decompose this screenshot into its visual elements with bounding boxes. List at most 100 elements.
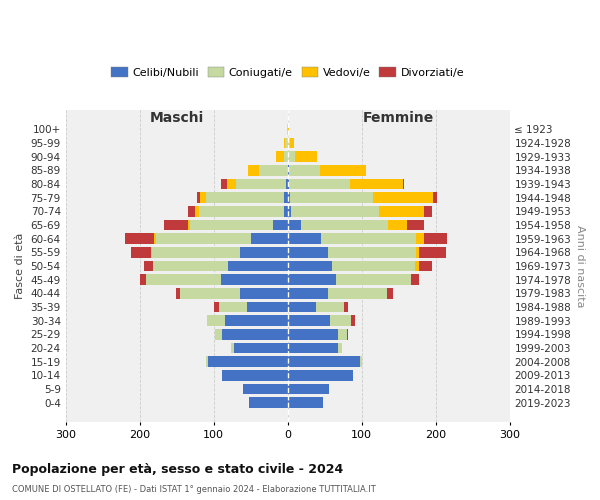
Bar bbox=[416, 247, 419, 258]
Bar bbox=[181, 288, 239, 299]
Bar bbox=[247, 302, 287, 312]
Bar bbox=[239, 247, 287, 258]
Bar bbox=[219, 302, 247, 312]
Bar bbox=[284, 192, 287, 203]
Bar bbox=[290, 192, 373, 203]
Bar bbox=[287, 343, 338, 353]
Bar bbox=[338, 329, 347, 340]
Bar bbox=[277, 152, 284, 162]
Bar bbox=[332, 261, 415, 272]
Bar bbox=[154, 234, 156, 244]
Bar bbox=[235, 343, 287, 353]
Bar bbox=[388, 288, 394, 299]
Bar bbox=[287, 138, 290, 148]
Bar bbox=[140, 274, 146, 285]
Bar bbox=[156, 234, 251, 244]
Bar bbox=[407, 220, 424, 230]
Bar bbox=[206, 356, 208, 367]
Bar bbox=[416, 234, 424, 244]
Bar bbox=[188, 206, 195, 217]
Bar bbox=[199, 206, 284, 217]
Bar bbox=[239, 288, 287, 299]
Bar bbox=[287, 316, 331, 326]
Bar bbox=[284, 138, 286, 148]
Bar bbox=[287, 192, 290, 203]
Bar bbox=[223, 370, 287, 381]
Bar bbox=[335, 274, 411, 285]
Bar bbox=[214, 302, 219, 312]
Text: COMUNE DI OSTELLATO (FE) - Dati ISTAT 1° gennaio 2024 - Elaborazione TUTTITALIA.: COMUNE DI OSTELLATO (FE) - Dati ISTAT 1°… bbox=[12, 485, 376, 494]
Bar bbox=[351, 316, 355, 326]
Bar bbox=[164, 220, 188, 230]
Bar bbox=[188, 220, 190, 230]
Bar bbox=[328, 288, 388, 299]
Bar bbox=[411, 274, 419, 285]
Bar bbox=[321, 234, 416, 244]
Legend: Celibi/Nubili, Coniugati/e, Vedovi/e, Divorziati/e: Celibi/Nubili, Coniugati/e, Vedovi/e, Di… bbox=[107, 62, 469, 82]
Bar bbox=[328, 247, 416, 258]
Bar bbox=[236, 179, 286, 190]
Bar bbox=[215, 329, 223, 340]
Bar bbox=[227, 179, 236, 190]
Bar bbox=[287, 356, 360, 367]
Bar bbox=[287, 384, 329, 394]
Bar bbox=[415, 261, 419, 272]
Y-axis label: Anni di nascita: Anni di nascita bbox=[575, 225, 585, 308]
Bar bbox=[197, 192, 200, 203]
Bar bbox=[125, 234, 154, 244]
Bar bbox=[287, 329, 338, 340]
Bar bbox=[273, 220, 287, 230]
Bar bbox=[287, 124, 289, 135]
Bar bbox=[320, 165, 366, 176]
Bar bbox=[287, 370, 353, 381]
Bar bbox=[287, 220, 301, 230]
Bar bbox=[195, 206, 199, 217]
Bar bbox=[221, 179, 227, 190]
Bar bbox=[287, 234, 321, 244]
Bar bbox=[284, 152, 287, 162]
Bar bbox=[251, 234, 287, 244]
Bar bbox=[223, 329, 287, 340]
Bar bbox=[424, 206, 432, 217]
Bar bbox=[200, 192, 206, 203]
Bar bbox=[207, 316, 225, 326]
Text: Femmine: Femmine bbox=[363, 112, 434, 126]
Bar bbox=[259, 165, 287, 176]
Bar bbox=[291, 206, 379, 217]
Bar bbox=[225, 316, 287, 326]
Bar bbox=[190, 220, 273, 230]
Bar bbox=[388, 220, 407, 230]
Bar bbox=[289, 165, 320, 176]
Bar bbox=[419, 261, 432, 272]
Bar bbox=[287, 398, 323, 408]
Bar bbox=[229, 261, 287, 272]
Bar bbox=[347, 329, 348, 340]
Text: Popolazione per età, sesso e stato civile - 2024: Popolazione per età, sesso e stato civil… bbox=[12, 462, 343, 475]
Bar bbox=[248, 165, 259, 176]
Bar bbox=[350, 179, 403, 190]
Bar bbox=[243, 384, 287, 394]
Bar bbox=[287, 247, 328, 258]
Bar bbox=[344, 302, 347, 312]
Bar bbox=[221, 274, 287, 285]
Y-axis label: Fasce di età: Fasce di età bbox=[15, 233, 25, 300]
Text: Maschi: Maschi bbox=[149, 112, 204, 126]
Bar bbox=[146, 274, 221, 285]
Bar bbox=[287, 302, 316, 312]
Bar bbox=[131, 247, 151, 258]
Bar bbox=[403, 179, 404, 190]
Bar bbox=[360, 356, 362, 367]
Bar bbox=[152, 247, 239, 258]
Bar bbox=[208, 356, 287, 367]
Bar bbox=[379, 206, 424, 217]
Bar bbox=[424, 234, 446, 244]
Bar bbox=[433, 192, 437, 203]
Bar bbox=[316, 302, 344, 312]
Bar bbox=[153, 261, 229, 272]
Bar bbox=[287, 152, 295, 162]
Bar bbox=[287, 206, 291, 217]
Bar bbox=[287, 261, 332, 272]
Bar bbox=[144, 261, 153, 272]
Bar bbox=[373, 192, 433, 203]
Bar bbox=[287, 288, 328, 299]
